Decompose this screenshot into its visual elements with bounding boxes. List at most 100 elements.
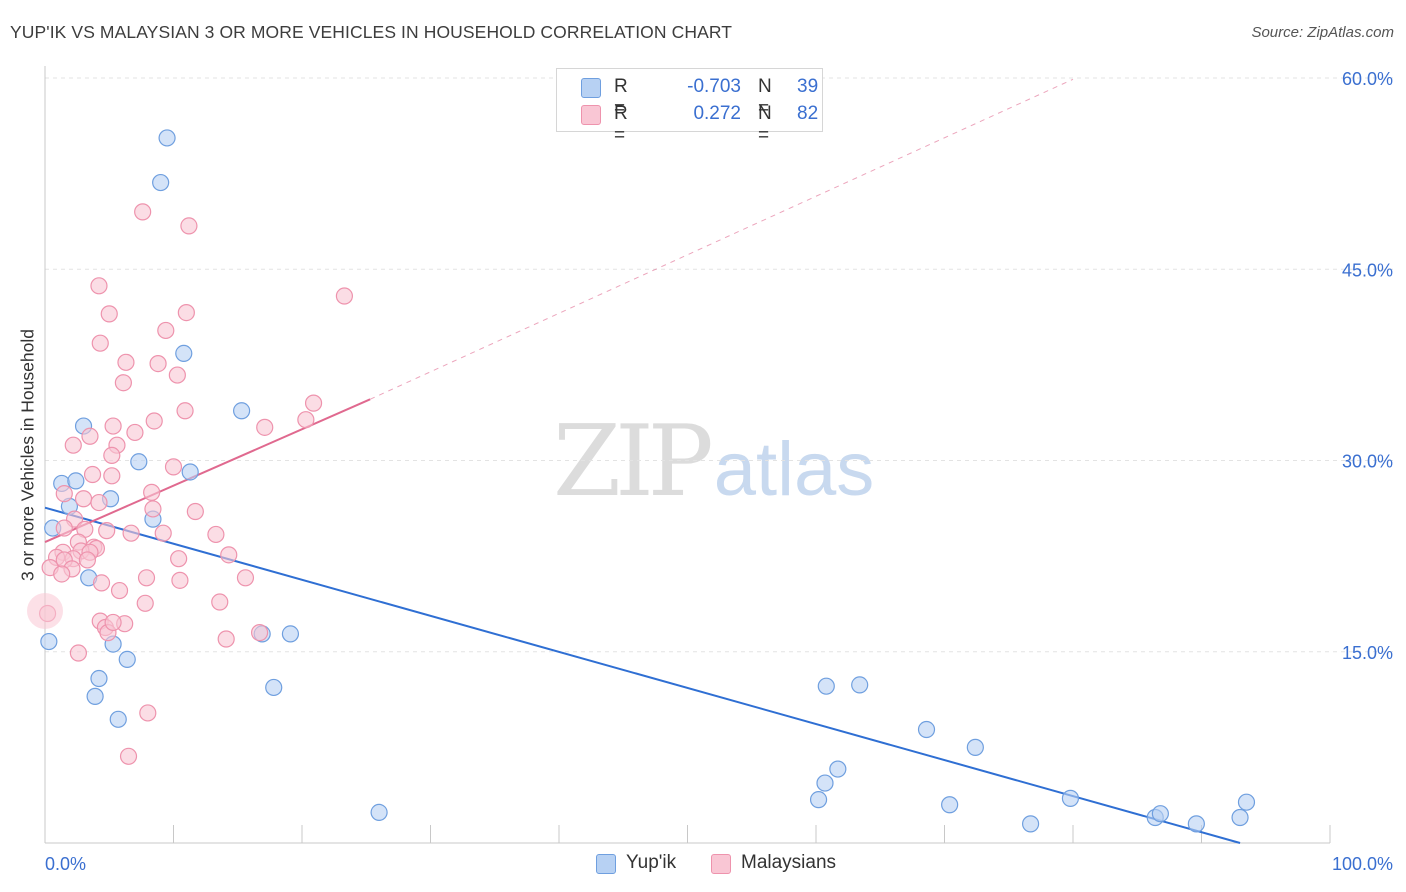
yupik-point: [90, 669, 108, 688]
malaysian-point: [154, 524, 172, 542]
yupik-point: [233, 402, 251, 420]
y-axis-label: 3 or more Vehicles in Household: [17, 329, 38, 581]
yupik-point: [86, 687, 104, 705]
yupik-point: [175, 344, 193, 362]
malaysian-point: [137, 569, 156, 587]
yupik-point: [118, 650, 136, 669]
malaysian-point: [236, 569, 255, 587]
malaysian-trend-extension: [369, 78, 1074, 400]
malaysian-point: [211, 593, 229, 611]
legend-n-value: 39: [797, 76, 819, 97]
malaysian-point: [81, 427, 99, 445]
yupik-point: [941, 796, 959, 814]
malaysian-point: [168, 366, 186, 384]
malaysian-point: [220, 546, 238, 564]
malaysian-trend-line: [44, 398, 371, 544]
malaysian-point: [114, 374, 132, 392]
stats-legend: R = -0.703 N = 39 R = 0.272 N = 82: [556, 68, 823, 146]
trend-lines: [44, 78, 1241, 844]
yupik-point: [1021, 815, 1040, 833]
malaysian-point: [207, 525, 225, 544]
legend-r-value: 0.272: [693, 103, 741, 124]
malaysian-point: [297, 411, 315, 429]
watermark-atlas: atlas: [713, 427, 875, 512]
yupik-point: [851, 676, 869, 694]
yupik-point: [152, 173, 170, 192]
series-label-malaysians: Malaysians: [741, 852, 837, 873]
yupik-point: [816, 774, 834, 792]
grid-lines: [45, 77, 1395, 653]
yupik-point: [370, 803, 388, 822]
malaysian-point: [180, 217, 198, 235]
malaysian-point: [64, 436, 82, 454]
malaysian-point: [90, 277, 108, 295]
legend-r-value: -0.703: [687, 76, 741, 97]
legend-swatch-yupik: [581, 78, 601, 98]
legend-n-label: N =: [758, 76, 772, 119]
yupik-point: [130, 453, 148, 471]
yupik-point: [265, 678, 283, 697]
x-tick-label: 0.0%: [45, 854, 86, 874]
yupik-point: [158, 129, 176, 147]
malaysian-point: [55, 485, 73, 503]
malaysian-point: [53, 565, 71, 583]
watermark: ZIPatlas: [553, 405, 874, 519]
legend-n-label: N =: [758, 103, 772, 146]
malaysian-point: [92, 574, 111, 592]
yupik-point: [281, 625, 300, 643]
malaysian-point: [176, 402, 194, 420]
y-tick-label: 30.0%: [1342, 452, 1393, 472]
malaysian-point: [145, 412, 163, 430]
malaysian-point: [139, 704, 157, 722]
legend-n-value: 82: [797, 103, 819, 124]
malaysian-point: [74, 490, 93, 508]
yupik-point: [181, 463, 199, 481]
series-legend: Yup'ik Malaysians: [0, 852, 1406, 878]
yupik-point: [67, 472, 85, 490]
yupik-trend-line: [44, 506, 1241, 844]
malaysian-point: [134, 203, 152, 221]
malaysian-point: [256, 418, 274, 436]
malaysian-point: [122, 524, 140, 542]
chart-title: YUP'IK VS MALAYSIAN 3 OR MORE VEHICLES I…: [10, 22, 733, 42]
yupik-point: [817, 677, 835, 695]
malaysian-point: [117, 353, 135, 371]
malaysian-point: [250, 624, 269, 642]
malaysian-point: [126, 423, 144, 442]
malaysian-point: [119, 747, 138, 765]
malaysian-point: [157, 321, 175, 340]
series-swatch-yupik: [596, 854, 616, 874]
data-points: [27, 129, 1256, 833]
malaysian-point: [78, 551, 97, 569]
malaysian-point: [304, 394, 323, 412]
y-tick-label: 15.0%: [1342, 643, 1393, 663]
yupik-point: [1231, 808, 1249, 827]
malaysian-point: [186, 502, 204, 521]
malaysian-point: [103, 467, 121, 485]
malaysian-point: [110, 581, 129, 600]
malaysian-point: [83, 465, 102, 484]
malaysian-point: [100, 305, 118, 323]
malaysian-point: [90, 493, 108, 512]
yupik-point: [966, 738, 984, 756]
series-swatch-malaysians: [711, 854, 731, 874]
malaysian-point: [104, 613, 122, 632]
y-tick-label: 60.0%: [1342, 69, 1393, 89]
yupik-point: [829, 760, 847, 778]
yupik-point: [917, 720, 936, 739]
yupik-point: [1237, 793, 1256, 811]
legend-r-label: R =: [614, 76, 628, 119]
series-label-yupik: Yup'ik: [626, 852, 677, 873]
malaysian-point: [104, 417, 122, 435]
tick-labels: 15.0% 30.0% 45.0% 60.0% 0.0% 100.0%: [45, 69, 1393, 874]
x-tick-label: 100.0%: [1332, 854, 1393, 874]
yupik-point: [40, 632, 58, 651]
y-tick-label: 45.0%: [1342, 260, 1393, 280]
malaysian-point: [177, 304, 195, 322]
malaysian-point: [143, 483, 161, 501]
malaysian-point-large: [27, 592, 63, 629]
malaysian-point: [144, 500, 162, 518]
malaysian-point: [55, 519, 73, 537]
yupik-point: [109, 710, 127, 728]
